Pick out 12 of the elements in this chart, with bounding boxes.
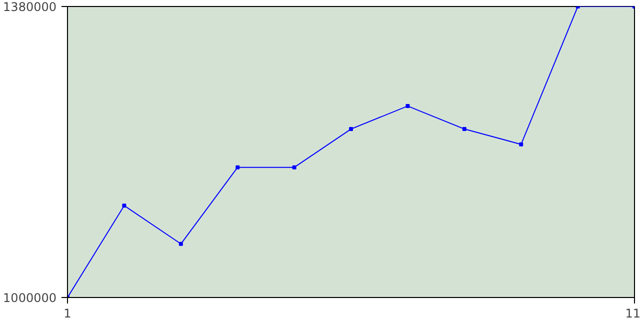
point xyxy=(349,127,353,132)
point xyxy=(292,165,296,170)
point xyxy=(122,204,126,208)
x-tick-label: 1 xyxy=(64,306,72,320)
point xyxy=(519,142,524,146)
x-tick-label: 11 xyxy=(625,306,640,320)
point xyxy=(236,165,240,170)
y-tick-label: 1000000 xyxy=(3,291,57,305)
point xyxy=(406,104,410,108)
point xyxy=(178,242,183,246)
point xyxy=(462,127,466,132)
y-tick-label: 1380000 xyxy=(3,0,57,14)
